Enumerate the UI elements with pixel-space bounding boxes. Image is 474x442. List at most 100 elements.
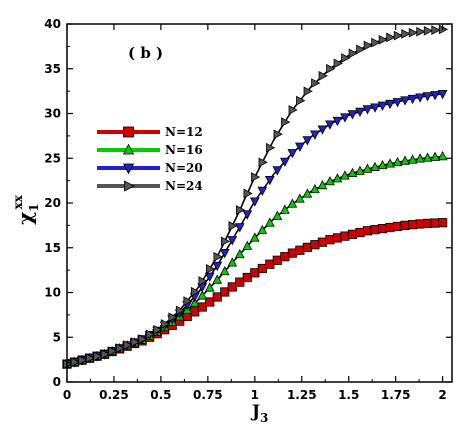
data-point [272, 166, 283, 176]
x-tick-label: 0.75 [193, 388, 223, 402]
x-tick-label: 0 [63, 388, 71, 402]
data-point [236, 205, 246, 215]
data-point [124, 180, 135, 192]
data-point [85, 353, 96, 364]
data-point [422, 92, 433, 102]
y-axis-title: χ1xx [11, 194, 41, 225]
data-point [370, 103, 380, 113]
panel-label: ( b ) [128, 44, 163, 62]
data-point [355, 107, 365, 118]
data-point [377, 101, 388, 111]
y-tick-label: 30 [44, 107, 61, 121]
data-point [325, 176, 335, 186]
data-point [333, 58, 343, 69]
data-point [205, 297, 215, 307]
data-point [295, 142, 305, 152]
data-point [362, 163, 373, 173]
data-point [401, 28, 411, 39]
data-point [385, 158, 395, 168]
data-point [242, 272, 252, 283]
data-point [219, 249, 230, 259]
data-point [423, 25, 434, 36]
data-point [348, 48, 358, 59]
data-point [400, 155, 410, 165]
data-point [251, 172, 261, 182]
data-point [279, 204, 290, 214]
data-point [242, 240, 253, 250]
x-tick-label: 2 [438, 388, 446, 402]
data-point [430, 91, 440, 101]
data-point [287, 149, 298, 159]
data-point [279, 157, 290, 167]
data-point [325, 120, 335, 130]
data-point [264, 217, 275, 227]
data-point [317, 125, 328, 135]
y-axis-title-sup: xx [11, 194, 25, 209]
data-point [385, 99, 395, 110]
data-point [287, 198, 298, 208]
data-point [123, 340, 133, 350]
data-point [392, 98, 403, 108]
x-axis-title: J3 [250, 402, 268, 425]
data-point [310, 183, 320, 194]
data-point [318, 71, 328, 81]
data-point [438, 24, 449, 35]
data-point [235, 277, 245, 287]
x-tick-label: 1 [251, 388, 259, 402]
data-point [296, 95, 306, 106]
data-point [332, 173, 343, 183]
data-point [189, 297, 200, 307]
data-point [302, 188, 313, 198]
data-point [356, 44, 366, 55]
data-point [416, 26, 426, 37]
data-point [78, 355, 88, 366]
data-point [257, 186, 268, 196]
data-point [430, 151, 440, 161]
x-tick-label: 1.75 [381, 388, 411, 402]
data-point [371, 37, 381, 48]
data-point [400, 96, 410, 106]
data-point [258, 157, 268, 168]
data-point [408, 27, 419, 38]
y-tick-label: 20 [44, 196, 61, 210]
data-point [130, 337, 141, 347]
data-point [197, 302, 207, 312]
data-point [266, 142, 276, 153]
data-point [310, 130, 320, 140]
data-point [197, 290, 208, 300]
data-point [228, 221, 238, 231]
data-point [204, 272, 215, 282]
data-point [386, 32, 396, 43]
data-point [431, 25, 441, 35]
data-point [219, 265, 230, 276]
data-point [123, 126, 134, 138]
x-axis-title-sub: 3 [260, 411, 268, 425]
data-point [108, 346, 118, 357]
data-point [234, 223, 245, 233]
legend-label: N=12 [165, 125, 203, 139]
data-point [370, 161, 380, 171]
data-point [437, 150, 448, 161]
data-point [311, 78, 321, 88]
data-point [220, 236, 231, 247]
data-point [347, 110, 358, 120]
y-tick-label: 15 [44, 241, 61, 255]
data-point [415, 153, 425, 163]
y-tick-label: 5 [53, 330, 61, 344]
x-tick-label: 1.5 [338, 388, 359, 402]
data-point [407, 154, 418, 164]
legend-label: N=16 [165, 143, 203, 157]
data-point [168, 312, 178, 323]
data-point [122, 143, 135, 155]
data-point [407, 94, 418, 105]
data-point [212, 292, 222, 302]
legend: N=12 N=16 N=20 N=24 [97, 125, 203, 193]
data-point [227, 282, 237, 292]
data-point [362, 105, 373, 115]
x-axis-title-main: J [250, 402, 260, 422]
data-point [205, 264, 216, 274]
data-point [160, 319, 171, 329]
data-point [272, 210, 283, 220]
data-point [317, 179, 328, 190]
